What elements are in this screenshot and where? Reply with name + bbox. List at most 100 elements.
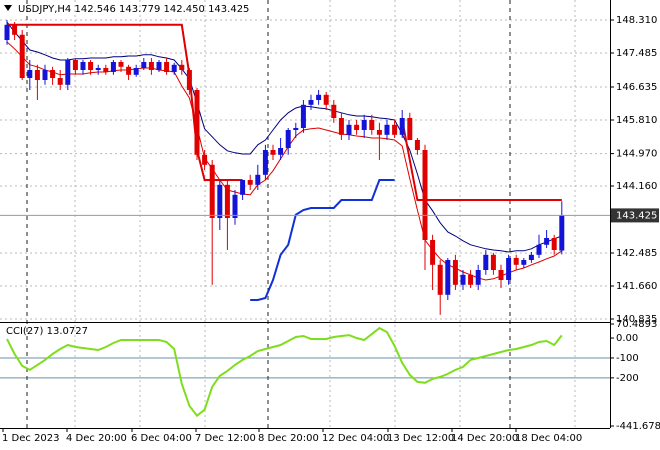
x-tick-label: 12 Dec 04:00 <box>322 433 389 444</box>
candle-body <box>316 94 322 100</box>
x-tick-label: 8 Dec 20:00 <box>258 433 319 444</box>
candle-body <box>247 180 253 185</box>
candle-body <box>156 62 162 70</box>
candle-body <box>209 164 215 218</box>
candle-body <box>452 260 458 285</box>
cci-line <box>6 326 563 418</box>
candle-body <box>255 174 261 185</box>
x-tick-label: 18 Dec 04:00 <box>515 433 582 444</box>
candle-body <box>536 244 542 255</box>
candle-body <box>186 70 192 90</box>
candle-body <box>202 154 208 165</box>
candle-body <box>407 118 413 140</box>
candle-body <box>483 254 489 270</box>
candle-body <box>361 120 367 130</box>
candle-body <box>559 215 565 251</box>
candle-body <box>354 124 360 130</box>
candle-body <box>323 94 329 105</box>
candle-body <box>12 24 18 35</box>
x-tick-label: 14 Dec 20:00 <box>451 433 518 444</box>
y-tick-label: -441.6789 <box>616 421 660 432</box>
y-tick-label: 0.00 <box>616 333 638 344</box>
candle-body <box>50 70 56 78</box>
candle-body <box>513 258 519 265</box>
candle-body <box>528 254 534 260</box>
indicator-line <box>6 41 563 281</box>
indicator-line <box>6 21 562 253</box>
candle-body <box>376 130 382 135</box>
candle-body <box>300 104 306 128</box>
y-tick-label: 145.810 <box>616 115 657 126</box>
candle-body <box>4 24 10 40</box>
candle-body <box>445 260 451 295</box>
x-tick-label: 13 Dec 12:00 <box>387 433 454 444</box>
candle-body <box>148 62 154 70</box>
candle-body <box>414 140 420 150</box>
candle-body <box>34 70 40 80</box>
candle-body <box>57 78 63 85</box>
candle-body <box>285 130 291 148</box>
candle-body <box>88 62 94 70</box>
candle-body <box>475 270 481 285</box>
candle-body <box>103 68 109 72</box>
candle-body <box>346 124 352 135</box>
indicator-line <box>250 179 395 301</box>
y-tick-label: 144.970 <box>616 149 657 160</box>
indicator-line <box>7 23 562 201</box>
candle-body <box>232 194 238 218</box>
candle-body <box>118 62 124 67</box>
candle-body <box>293 128 299 130</box>
candle-body <box>544 238 550 245</box>
candle-body <box>72 60 78 70</box>
x-tick-label: 7 Dec 12:00 <box>195 433 256 444</box>
axis: 148.310 147.485 146.635 145.810 144.970 144.1… <box>2 15 660 444</box>
candle-body <box>460 274 466 285</box>
y-tick-label: -100 <box>616 353 639 364</box>
candle-body <box>179 64 185 70</box>
candle-body <box>468 274 474 285</box>
candle-body <box>217 184 223 218</box>
y-tick-label: 70.4893 <box>616 319 657 330</box>
y-tick-label: 144.160 <box>616 181 657 192</box>
candle-body <box>65 60 71 85</box>
candle-body <box>262 150 268 175</box>
candle-body <box>399 118 405 135</box>
y-tick-label: -200 <box>616 373 639 384</box>
candle-body <box>80 62 86 70</box>
candle-body <box>331 104 337 118</box>
candle-body <box>194 90 200 155</box>
candle-body <box>133 68 139 75</box>
y-tick-label: 147.485 <box>616 48 657 59</box>
x-tick-label: 1 Dec 2023 <box>2 433 60 444</box>
candle-body <box>126 66 132 75</box>
candle-body <box>498 270 504 280</box>
candle-body <box>369 120 375 130</box>
plot <box>0 20 610 418</box>
candle-body <box>506 258 512 280</box>
candle-body <box>42 70 48 80</box>
candle-body <box>551 238 557 250</box>
candle-body <box>392 124 398 135</box>
y-tick-label: 142.485 <box>616 248 657 259</box>
y-tick-label: 141.660 <box>616 281 657 292</box>
candle-body <box>422 150 428 240</box>
candle-body <box>437 264 443 295</box>
candle-body <box>27 70 33 78</box>
candle-body <box>95 68 101 70</box>
x-tick-label: 4 Dec 20:00 <box>66 433 127 444</box>
candle-body <box>110 62 116 72</box>
candle-body <box>384 124 390 135</box>
candle-body <box>308 100 314 105</box>
candle-body <box>270 150 276 155</box>
candle-body <box>224 184 230 218</box>
candle-body <box>171 64 177 72</box>
chart-title: USDJPY,H4 142.546 143.779 142.450 143.42… <box>18 4 249 15</box>
candle-body <box>430 240 436 265</box>
candle-body <box>240 180 246 195</box>
x-tick-label: 6 Dec 04:00 <box>131 433 192 444</box>
y-tick-label: 148.310 <box>616 15 657 26</box>
candle-body <box>521 260 527 265</box>
current-price-box <box>611 208 659 223</box>
y-tick-label: 140.835 <box>616 314 657 325</box>
